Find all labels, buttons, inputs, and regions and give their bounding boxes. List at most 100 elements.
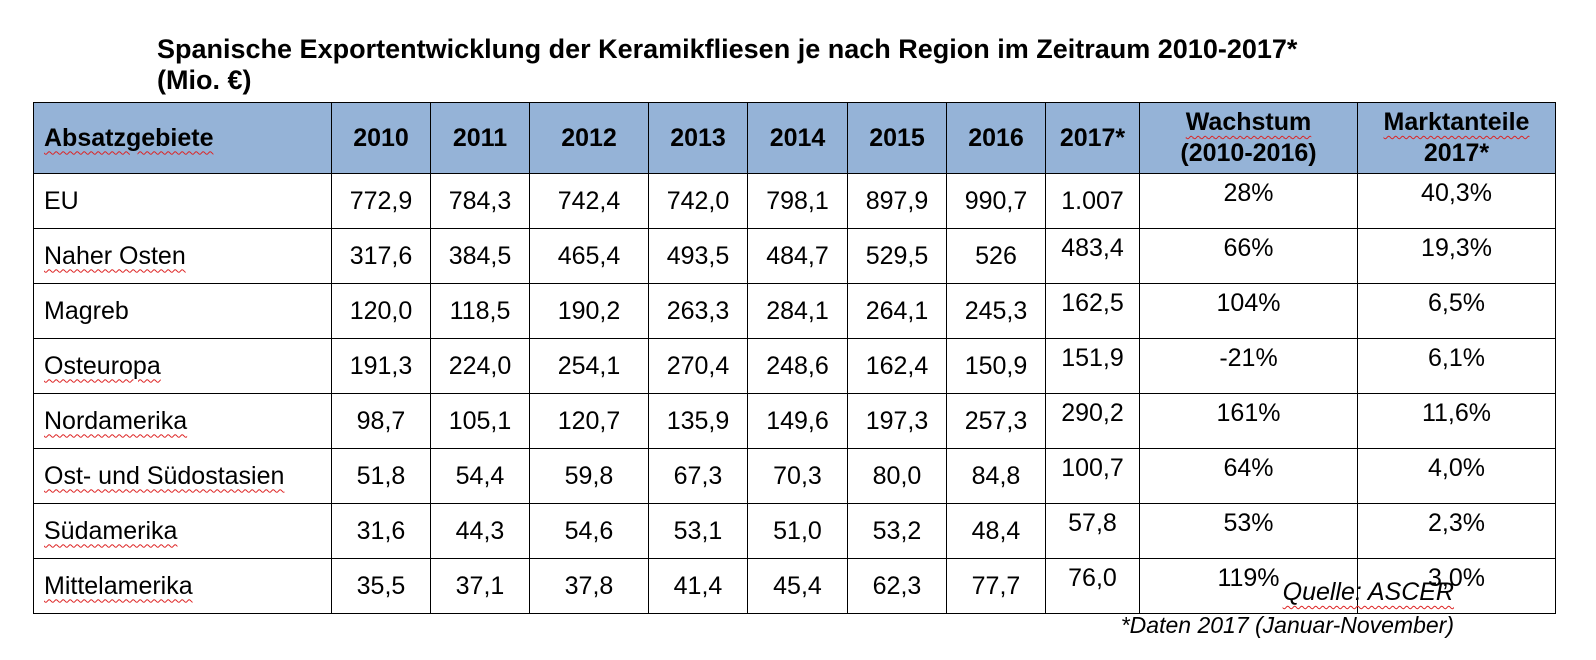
table-row: Naher Osten 317,6 384,5 465,4 493,5 484,… xyxy=(33,228,1556,284)
row-value: 465,4 xyxy=(529,228,649,284)
row-value: 135,9 xyxy=(648,393,748,449)
row-region: Ost- und Südostasien xyxy=(33,448,332,504)
table-row: Mittelamerika 35,5 37,1 37,8 41,4 45,4 6… xyxy=(33,558,1556,614)
row-region: Magreb xyxy=(33,283,332,339)
table-row: Südamerika 31,6 44,3 54,6 53,1 51,0 53,2… xyxy=(33,503,1556,559)
table-row: Magreb 120,0 118,5 190,2 263,3 284,1 264… xyxy=(33,283,1556,339)
row-region: Nordamerika xyxy=(33,393,332,449)
row-value: 224,0 xyxy=(430,338,530,394)
row-value: 59,8 xyxy=(529,448,649,504)
footnote: *Daten 2017 (Januar-November) xyxy=(1120,612,1454,638)
row-value: 484,7 xyxy=(747,228,848,284)
row-value: 70,3 xyxy=(747,448,848,504)
row-share: 6,5% xyxy=(1357,283,1556,339)
row-value: 798,1 xyxy=(747,173,848,229)
row-region: Mittelamerika xyxy=(33,558,332,614)
row-growth: 53% xyxy=(1139,503,1358,559)
row-value: 100,7 xyxy=(1045,448,1140,504)
header-region: Absatzgebiete xyxy=(33,102,332,174)
row-value: 254,1 xyxy=(529,338,649,394)
row-value: 53,1 xyxy=(648,503,748,559)
row-value: 245,3 xyxy=(946,283,1046,339)
row-value: 67,3 xyxy=(648,448,748,504)
row-value: 35,5 xyxy=(331,558,431,614)
header-market-share: Marktanteile 2017* xyxy=(1357,102,1556,174)
row-value: 483,4 xyxy=(1045,228,1140,284)
title-line-2: (Mio. €) xyxy=(157,65,252,95)
row-value: 742,0 xyxy=(648,173,748,229)
table-row: EU 772,9 784,3 742,4 742,0 798,1 897,9 9… xyxy=(33,173,1556,229)
header-year: 2011 xyxy=(430,102,530,174)
row-growth: 104% xyxy=(1139,283,1358,339)
title-line-1: Spanische Exportentwicklung der Keramikf… xyxy=(157,34,1298,64)
row-value: 98,7 xyxy=(331,393,431,449)
row-value: 149,6 xyxy=(747,393,848,449)
row-value: 257,3 xyxy=(946,393,1046,449)
row-value: 263,3 xyxy=(648,283,748,339)
row-value: 197,3 xyxy=(847,393,947,449)
row-growth: 161% xyxy=(1139,393,1358,449)
row-value: 317,6 xyxy=(331,228,431,284)
row-value: 1.007 xyxy=(1045,173,1140,229)
row-value: 84,8 xyxy=(946,448,1046,504)
row-share: 4,0% xyxy=(1357,448,1556,504)
row-value: 151,9 xyxy=(1045,338,1140,394)
row-share: 40,3% xyxy=(1357,173,1556,229)
header-year: 2016 xyxy=(946,102,1046,174)
row-growth: 64% xyxy=(1139,448,1358,504)
row-value: 45,4 xyxy=(747,558,848,614)
row-region: EU xyxy=(33,173,332,229)
row-value: 48,4 xyxy=(946,503,1046,559)
row-value: 80,0 xyxy=(847,448,947,504)
table-header: Absatzgebiete 2010 2011 2012 2013 2014 2… xyxy=(33,102,1556,174)
row-value: 270,4 xyxy=(648,338,748,394)
row-region: Südamerika xyxy=(33,503,332,559)
header-year: 2013 xyxy=(648,102,748,174)
row-growth: 66% xyxy=(1139,228,1358,284)
table-row: Ost- und Südostasien 51,8 54,4 59,8 67,3… xyxy=(33,448,1556,504)
table-row: Nordamerika 98,7 105,1 120,7 135,9 149,6… xyxy=(33,393,1556,449)
row-value: 897,9 xyxy=(847,173,947,229)
header-growth: Wachstum (2010-2016) xyxy=(1139,102,1358,174)
row-share: 2,3% xyxy=(1357,503,1556,559)
row-value: 77,7 xyxy=(946,558,1046,614)
row-value: 37,1 xyxy=(430,558,530,614)
row-value: 105,1 xyxy=(430,393,530,449)
row-region: Naher Osten xyxy=(33,228,332,284)
row-share: 3,0% xyxy=(1357,558,1556,614)
row-value: 54,4 xyxy=(430,448,530,504)
row-value: 57,8 xyxy=(1045,503,1140,559)
table-row: Osteuropa 191,3 224,0 254,1 270,4 248,6 … xyxy=(33,338,1556,394)
row-value: 150,9 xyxy=(946,338,1046,394)
row-value: 120,0 xyxy=(331,283,431,339)
header-year: 2015 xyxy=(847,102,947,174)
row-share: 6,1% xyxy=(1357,338,1556,394)
row-value: 742,4 xyxy=(529,173,649,229)
row-value: 162,5 xyxy=(1045,283,1140,339)
row-value: 191,3 xyxy=(331,338,431,394)
row-value: 37,8 xyxy=(529,558,649,614)
row-value: 62,3 xyxy=(847,558,947,614)
row-value: 76,0 xyxy=(1045,558,1140,614)
source-note: Quelle: ASCER xyxy=(1282,578,1454,606)
row-value: 529,5 xyxy=(847,228,947,284)
row-value: 120,7 xyxy=(529,393,649,449)
row-value: 264,1 xyxy=(847,283,947,339)
document-title: Spanische Exportentwicklung der Keramikf… xyxy=(157,34,1297,96)
row-value: 784,3 xyxy=(430,173,530,229)
header-year: 2010 xyxy=(331,102,431,174)
row-growth: 119% xyxy=(1139,558,1358,614)
row-growth: 28% xyxy=(1139,173,1358,229)
row-growth: -21% xyxy=(1139,338,1358,394)
row-value: 772,9 xyxy=(331,173,431,229)
row-value: 41,4 xyxy=(648,558,748,614)
row-value: 493,5 xyxy=(648,228,748,284)
row-value: 526 xyxy=(946,228,1046,284)
row-value: 284,1 xyxy=(747,283,848,339)
row-value: 162,4 xyxy=(847,338,947,394)
row-value: 384,5 xyxy=(430,228,530,284)
row-value: 44,3 xyxy=(430,503,530,559)
row-value: 190,2 xyxy=(529,283,649,339)
row-value: 53,2 xyxy=(847,503,947,559)
row-value: 51,8 xyxy=(331,448,431,504)
